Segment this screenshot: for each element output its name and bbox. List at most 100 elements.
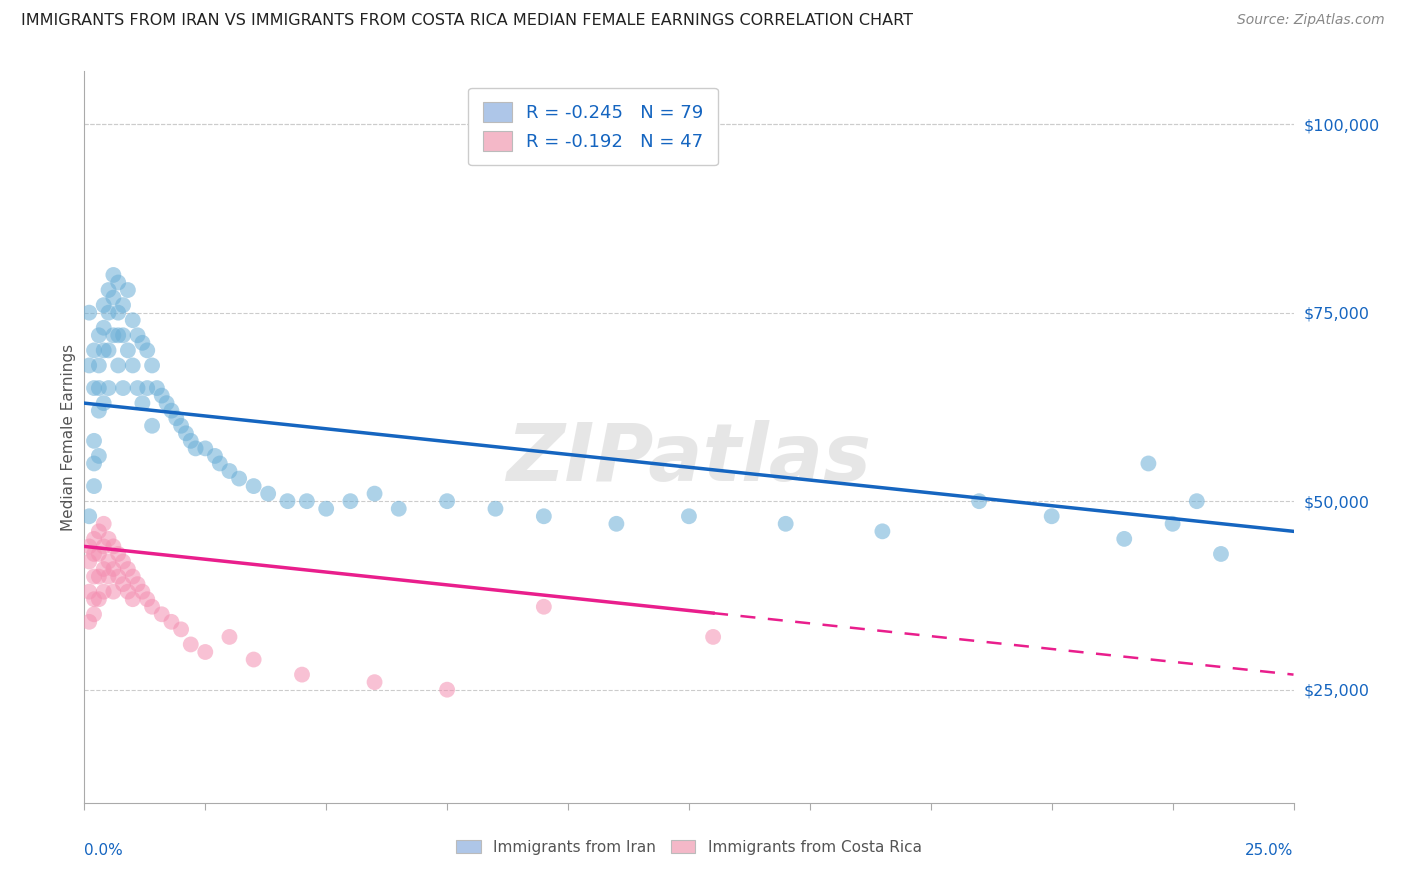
Point xyxy=(77,509,100,524)
Point xyxy=(121,592,143,607)
Point xyxy=(228,471,250,485)
Point xyxy=(1161,516,1184,531)
Point xyxy=(87,381,110,395)
Point xyxy=(131,335,153,350)
Point xyxy=(1185,494,1208,508)
Point xyxy=(1209,547,1232,561)
Point xyxy=(160,615,183,629)
Point xyxy=(150,389,173,403)
Point xyxy=(87,547,110,561)
Point xyxy=(97,554,120,568)
Point xyxy=(112,554,135,568)
Point xyxy=(121,313,143,327)
Point xyxy=(605,516,627,531)
Point xyxy=(160,403,183,417)
Point xyxy=(83,607,105,622)
Point xyxy=(131,584,153,599)
Point xyxy=(117,562,139,576)
Point xyxy=(107,359,129,373)
Point xyxy=(87,328,110,343)
Point xyxy=(242,479,264,493)
Text: Source: ZipAtlas.com: Source: ZipAtlas.com xyxy=(1237,13,1385,28)
Point xyxy=(180,637,202,651)
Point xyxy=(93,540,115,554)
Point xyxy=(103,562,125,576)
Point xyxy=(242,652,264,666)
Point xyxy=(170,623,193,637)
Point xyxy=(127,381,149,395)
Point xyxy=(83,381,105,395)
Point xyxy=(77,306,100,320)
Point xyxy=(97,306,120,320)
Point xyxy=(93,516,115,531)
Point xyxy=(83,569,105,583)
Point xyxy=(218,630,240,644)
Point xyxy=(121,359,143,373)
Point xyxy=(291,667,314,681)
Point xyxy=(194,645,217,659)
Point xyxy=(87,449,110,463)
Point xyxy=(967,494,990,508)
Point xyxy=(150,607,173,622)
Point xyxy=(103,540,125,554)
Point xyxy=(83,434,105,448)
Point xyxy=(87,403,110,417)
Point xyxy=(103,291,125,305)
Legend: Immigrants from Iran, Immigrants from Costa Rica: Immigrants from Iran, Immigrants from Co… xyxy=(450,834,928,861)
Point xyxy=(97,532,120,546)
Point xyxy=(363,486,385,500)
Point xyxy=(103,328,125,343)
Point xyxy=(93,584,115,599)
Point xyxy=(117,343,139,358)
Point xyxy=(87,359,110,373)
Point xyxy=(127,577,149,591)
Point xyxy=(87,569,110,583)
Point xyxy=(87,592,110,607)
Point xyxy=(127,328,149,343)
Point xyxy=(107,547,129,561)
Point xyxy=(107,328,129,343)
Point xyxy=(257,486,280,500)
Point xyxy=(83,457,105,471)
Point xyxy=(131,396,153,410)
Point xyxy=(97,283,120,297)
Point xyxy=(184,442,207,456)
Point xyxy=(93,298,115,312)
Point xyxy=(93,396,115,410)
Text: ZIPatlas: ZIPatlas xyxy=(506,420,872,498)
Point xyxy=(103,268,125,282)
Point xyxy=(112,381,135,395)
Point xyxy=(363,675,385,690)
Point xyxy=(276,494,298,508)
Point xyxy=(436,494,458,508)
Point xyxy=(83,592,105,607)
Point xyxy=(107,276,129,290)
Point xyxy=(1040,509,1063,524)
Point xyxy=(702,630,724,644)
Point xyxy=(339,494,361,508)
Point xyxy=(146,381,169,395)
Point xyxy=(77,584,100,599)
Point xyxy=(121,569,143,583)
Text: 25.0%: 25.0% xyxy=(1246,843,1294,858)
Point xyxy=(484,501,506,516)
Point xyxy=(1114,532,1136,546)
Point xyxy=(436,682,458,697)
Point xyxy=(112,298,135,312)
Point xyxy=(533,509,555,524)
Point xyxy=(174,426,197,441)
Point xyxy=(204,449,226,463)
Point xyxy=(170,418,193,433)
Point xyxy=(87,524,110,539)
Point xyxy=(97,569,120,583)
Point xyxy=(295,494,318,508)
Point xyxy=(136,381,159,395)
Point xyxy=(93,343,115,358)
Text: 0.0%: 0.0% xyxy=(84,843,124,858)
Point xyxy=(165,411,187,425)
Point xyxy=(117,584,139,599)
Point xyxy=(775,516,797,531)
Point xyxy=(77,554,100,568)
Point xyxy=(136,343,159,358)
Point xyxy=(77,615,100,629)
